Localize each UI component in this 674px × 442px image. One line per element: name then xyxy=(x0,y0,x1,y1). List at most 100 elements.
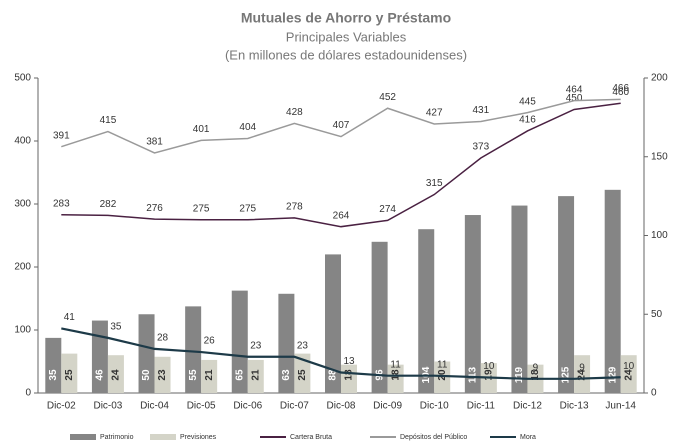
line-label: 407 xyxy=(333,120,350,131)
legend-swatch xyxy=(70,434,96,440)
line-label: 26 xyxy=(204,336,216,347)
y2-tick-label: 100 xyxy=(651,230,668,241)
bar-label: 50 xyxy=(141,369,152,381)
x-tick-label: Dic-07 xyxy=(280,401,309,412)
bar xyxy=(107,355,124,393)
y-tick-label: 100 xyxy=(14,325,31,336)
bar xyxy=(278,293,295,393)
x-tick-label: Jun-14 xyxy=(605,401,636,412)
line-label: 13 xyxy=(343,356,355,367)
line-label: 10 xyxy=(483,361,495,372)
x-tick-label: Dic-11 xyxy=(467,401,496,412)
bar-label: 25 xyxy=(297,369,308,381)
line xyxy=(61,102,621,228)
y-tick-label: 0 xyxy=(25,388,31,399)
x-tick-label: Dic-05 xyxy=(187,401,216,412)
y-tick-label: 400 xyxy=(14,136,31,147)
bar-label: 18 xyxy=(530,369,541,381)
bar xyxy=(574,355,591,393)
line-label: 401 xyxy=(193,124,210,135)
bar xyxy=(45,337,62,393)
line-label: 415 xyxy=(100,115,117,126)
bar-label: 24 xyxy=(577,369,588,381)
x-tick-label: Dic-12 xyxy=(513,401,542,412)
bar-label: 25 xyxy=(64,369,75,381)
legend-label: Mora xyxy=(520,434,536,441)
bar xyxy=(91,320,108,393)
bar xyxy=(325,254,341,393)
chart-title: Mutuales de Ahorro y Préstamo xyxy=(241,10,451,26)
line-label: 10 xyxy=(623,361,635,372)
line-label: 274 xyxy=(379,204,396,215)
line-label: 416 xyxy=(519,115,536,126)
bar-label: 19 xyxy=(483,369,494,381)
line-label: 275 xyxy=(193,203,210,214)
line-label: 282 xyxy=(100,199,117,210)
line-label: 428 xyxy=(286,107,303,118)
bar-label: 119 xyxy=(514,366,525,383)
x-tick-label: Dic-10 xyxy=(420,401,449,412)
line-label: 278 xyxy=(286,202,303,213)
line-label: 450 xyxy=(566,93,583,104)
line-label: 283 xyxy=(53,198,70,209)
line-label: 9 xyxy=(533,362,539,373)
line-label: 9 xyxy=(579,362,585,373)
bar-label: 21 xyxy=(250,369,261,381)
line xyxy=(61,327,621,380)
legend-swatch xyxy=(150,434,176,440)
line-label: 275 xyxy=(239,203,256,214)
chart-subtitle: Principales Variables xyxy=(286,29,407,44)
bar xyxy=(558,196,575,393)
bar-label: 46 xyxy=(95,369,106,381)
bar xyxy=(154,356,171,393)
line-label: 452 xyxy=(379,92,396,103)
line-label: 23 xyxy=(250,340,262,351)
bar xyxy=(247,359,264,393)
line-label: 35 xyxy=(110,322,122,333)
bar-label: 21 xyxy=(204,369,215,381)
y2-tick-label: 150 xyxy=(651,151,668,162)
bar-label: 35 xyxy=(48,369,59,381)
line-label: 391 xyxy=(53,130,70,141)
bar xyxy=(434,361,451,393)
bar xyxy=(604,189,621,393)
x-tick-label: Dic-03 xyxy=(93,401,122,412)
x-tick-label: Dic-09 xyxy=(373,401,402,412)
bar xyxy=(464,215,481,393)
bar-label: 129 xyxy=(607,366,618,383)
line-label: 466 xyxy=(612,83,629,94)
legend-label: Depósitos del Público xyxy=(400,434,467,441)
line-label: 404 xyxy=(239,122,256,133)
x-tick-label: Dic-08 xyxy=(327,401,356,412)
bar-label: 23 xyxy=(157,369,168,381)
line-label: 460 xyxy=(612,87,629,98)
bar xyxy=(201,359,218,393)
bar-label: 18 xyxy=(344,369,355,381)
line-label: 11 xyxy=(390,359,401,370)
bar xyxy=(294,353,311,393)
line-label: 41 xyxy=(64,312,76,323)
chart-subtitle: (En millones de dólares estadounidenses) xyxy=(225,47,467,62)
line-label: 431 xyxy=(473,105,490,116)
y2-tick-label: 200 xyxy=(651,73,668,84)
bar xyxy=(231,290,248,393)
bar-label: 55 xyxy=(188,369,199,381)
x-tick-label: Dic-13 xyxy=(560,401,589,412)
bar-label: 24 xyxy=(111,369,122,381)
bar xyxy=(61,353,78,393)
x-tick-label: Dic-06 xyxy=(233,401,262,412)
bar xyxy=(138,314,155,393)
line-label: 315 xyxy=(426,178,443,189)
y-tick-label: 300 xyxy=(14,199,31,210)
legend-label: Cartera Bruta xyxy=(290,434,332,441)
line-label: 381 xyxy=(146,137,163,148)
line-label: 276 xyxy=(146,203,163,214)
y2-tick-label: 0 xyxy=(651,388,657,399)
line xyxy=(61,98,621,154)
y-tick-label: 200 xyxy=(14,262,31,273)
line-label: 264 xyxy=(333,210,350,221)
bar-label: 88 xyxy=(328,369,339,381)
y2-tick-label: 50 xyxy=(651,309,663,320)
bar xyxy=(511,205,528,393)
bar-label: 113 xyxy=(467,366,478,383)
